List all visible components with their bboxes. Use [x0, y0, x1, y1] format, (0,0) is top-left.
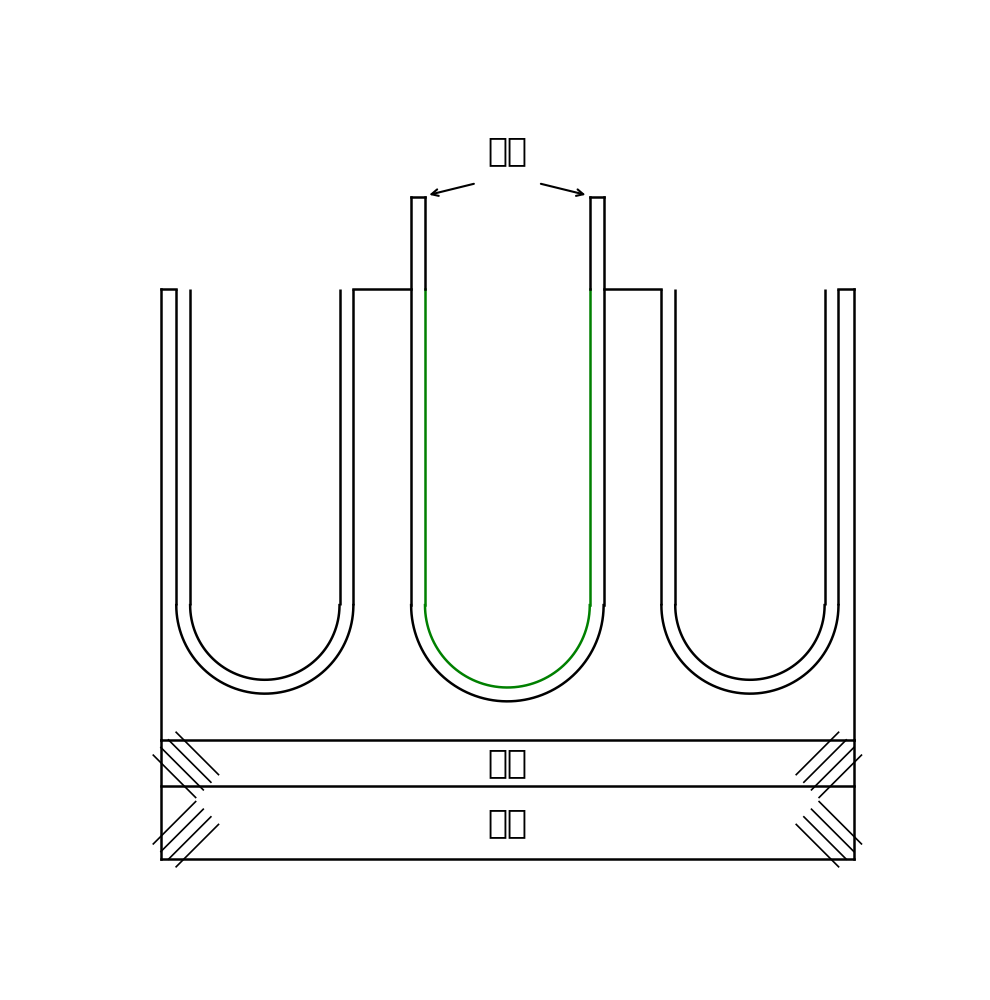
Text: 场氧: 场氧: [487, 134, 528, 167]
Text: 外延: 外延: [487, 746, 528, 779]
Text: 衬底: 衬底: [487, 806, 528, 839]
